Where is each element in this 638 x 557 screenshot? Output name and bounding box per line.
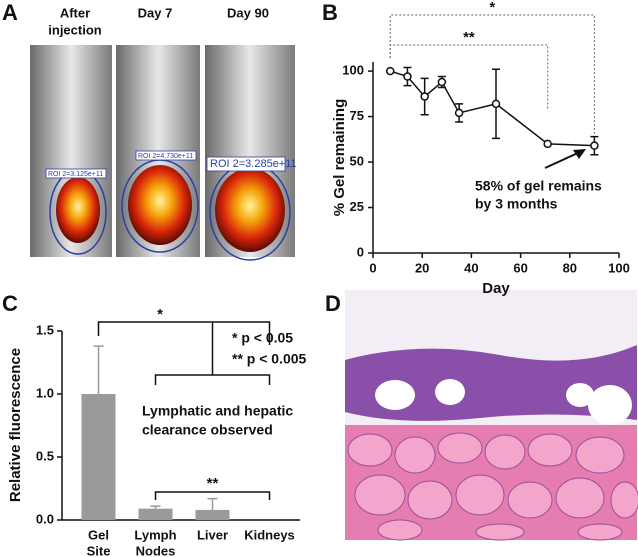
x-tick-label: 20 bbox=[415, 260, 429, 275]
panel-label: D bbox=[325, 291, 341, 316]
x-tick-label: 60 bbox=[513, 260, 527, 275]
y-tick-label: 1.5 bbox=[36, 322, 54, 337]
y-tick-label: 25 bbox=[350, 199, 364, 214]
error-bar bbox=[93, 345, 104, 394]
annotation-text: by 3 months bbox=[475, 196, 558, 212]
data-point bbox=[454, 108, 464, 118]
error-bar bbox=[207, 497, 218, 510]
x-tick-label: 80 bbox=[563, 260, 577, 275]
annotation-text: Lymphatic and hepatic bbox=[142, 403, 293, 419]
data-point bbox=[491, 99, 501, 109]
significance-bracket bbox=[97, 321, 271, 345]
error-bar bbox=[150, 505, 161, 509]
x-tick-label: Lymph bbox=[134, 527, 176, 542]
significance-label: * bbox=[489, 0, 495, 16]
x-axis-label: Day bbox=[482, 280, 510, 297]
significance-bracket bbox=[389, 14, 595, 135]
x-tick-label: Nodes bbox=[136, 543, 176, 557]
roi-label: ROI 2=4.730e+11 bbox=[138, 153, 193, 160]
bar bbox=[138, 508, 173, 520]
data-point bbox=[543, 139, 552, 149]
mouse-images bbox=[30, 45, 295, 261]
y-tick-label: 50 bbox=[350, 153, 364, 168]
x-tick-label: 40 bbox=[464, 260, 478, 275]
y-tick-label: 1.0 bbox=[36, 385, 54, 400]
data-point bbox=[403, 72, 412, 81]
annotation-text: clearance observed bbox=[142, 422, 273, 438]
x-tick-label: Liver bbox=[197, 527, 228, 542]
significance-label: ** bbox=[463, 29, 475, 46]
annotation-text: 58% of gel remains bbox=[475, 178, 602, 194]
data-point bbox=[385, 66, 395, 76]
significance-legend: ** p < 0.005 bbox=[232, 351, 307, 367]
image-caption: Day 7 bbox=[138, 5, 173, 20]
data-point bbox=[420, 92, 429, 101]
significance-bracket bbox=[154, 322, 271, 385]
image-caption: After bbox=[60, 5, 90, 20]
data-line bbox=[389, 70, 595, 147]
significance-bracket bbox=[154, 491, 271, 500]
significance-label: * bbox=[157, 306, 163, 323]
x-tick-label: 100 bbox=[608, 260, 630, 275]
significance-legend: * p < 0.05 bbox=[232, 330, 293, 346]
significance-label: ** bbox=[207, 475, 219, 492]
significance-bracket bbox=[389, 44, 549, 110]
bar bbox=[195, 509, 230, 520]
x-tick-label: Site bbox=[87, 543, 111, 557]
roi-label: ROI 2=3.285e+11 bbox=[210, 158, 297, 170]
y-axis-label: Relative fluorescence bbox=[7, 348, 24, 502]
y-tick-label: 0 bbox=[357, 244, 364, 259]
data-point bbox=[590, 141, 599, 150]
roi-label: ROI 2=3.125e+11 bbox=[48, 171, 103, 178]
y-tick-label: 100 bbox=[342, 63, 364, 78]
image-caption: injection bbox=[48, 22, 102, 37]
y-tick-label: 75 bbox=[350, 108, 364, 123]
x-tick-label: 0 bbox=[369, 260, 376, 275]
annotation-arrow bbox=[544, 151, 581, 169]
image-caption: Day 90 bbox=[227, 5, 269, 20]
histology-image bbox=[345, 290, 638, 541]
panel-label: A bbox=[2, 0, 18, 25]
bar bbox=[81, 394, 116, 520]
annotation-arrowhead bbox=[573, 149, 586, 159]
panel-label: C bbox=[2, 291, 18, 316]
y-axis-label: % Gel remaining bbox=[331, 99, 348, 217]
x-tick-label: Gel bbox=[88, 527, 109, 542]
x-tick-label: Kidneys bbox=[244, 527, 295, 542]
y-tick-label: 0.0 bbox=[36, 511, 54, 526]
y-tick-label: 0.5 bbox=[36, 448, 54, 463]
panel-label: B bbox=[322, 0, 338, 25]
data-point bbox=[437, 77, 447, 87]
